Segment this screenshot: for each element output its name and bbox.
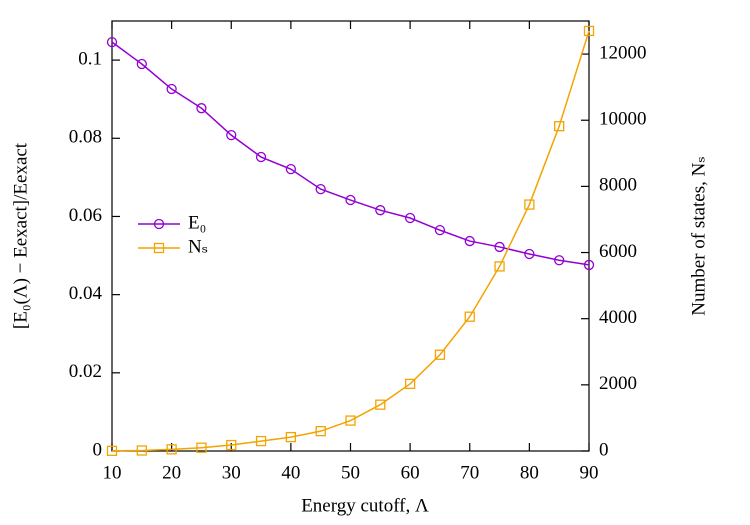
- marker: [196, 103, 207, 114]
- y2-tick-label: 4000: [599, 307, 637, 328]
- marker: [285, 431, 297, 443]
- marker: [166, 444, 177, 455]
- x-tick-label: 80: [520, 462, 539, 483]
- y-tick-label: 0: [93, 439, 103, 460]
- marker: [136, 58, 147, 70]
- marker: [494, 241, 505, 253]
- marker: [404, 378, 416, 390]
- marker: [375, 399, 386, 410]
- y-tick-label: 0.04: [69, 283, 103, 304]
- marker: [315, 183, 326, 195]
- legend-label: Nₛ: [188, 236, 208, 257]
- y-axis-label: [E₀(Λ) − Eexact]/Eexact: [10, 142, 31, 329]
- marker: [524, 248, 535, 260]
- y2-tick-label: 2000: [599, 373, 637, 394]
- marker: [404, 212, 416, 224]
- legend-marker: [153, 218, 165, 230]
- y2-tick-label: 10000: [599, 109, 647, 130]
- y2-axis-label: Number of states, Nₛ: [688, 156, 709, 315]
- marker: [226, 439, 237, 451]
- marker: [494, 261, 505, 272]
- marker: [554, 121, 565, 132]
- marker: [554, 255, 565, 266]
- x-tick-label: 50: [341, 462, 360, 483]
- marker: [345, 415, 356, 426]
- x-tick-label: 10: [103, 462, 122, 483]
- marker: [464, 311, 475, 322]
- plot-frame: [111, 20, 590, 452]
- x-tick-label: 60: [401, 462, 420, 483]
- marker: [583, 25, 595, 37]
- x-tick-label: 20: [162, 462, 181, 483]
- marker: [255, 435, 267, 447]
- marker: [196, 442, 207, 453]
- y-tick-label: 0.06: [69, 205, 102, 226]
- marker: [434, 349, 446, 360]
- marker: [285, 164, 297, 175]
- y2-tick-label: 8000: [599, 175, 637, 196]
- marker: [106, 36, 118, 48]
- y2-tick-label: 6000: [599, 241, 637, 262]
- x-tick-label: 70: [460, 462, 479, 483]
- marker: [166, 83, 177, 95]
- marker: [434, 224, 446, 236]
- marker: [255, 151, 267, 163]
- marker: [226, 129, 237, 141]
- marker: [583, 259, 595, 271]
- y-tick-label: 0.1: [78, 48, 102, 69]
- x-axis-label: Energy cutoff, Λ: [301, 495, 429, 516]
- series-line: [111, 30, 590, 452]
- x-tick-label: 40: [281, 462, 300, 483]
- marker: [315, 426, 326, 437]
- y2-tick-label: 0: [599, 439, 609, 460]
- y-tick-label: 0.08: [69, 127, 102, 148]
- legend-marker: [153, 242, 165, 254]
- marker: [524, 199, 535, 210]
- marker: [106, 445, 118, 456]
- y-tick-label: 0.02: [69, 361, 102, 382]
- marker: [136, 445, 147, 456]
- marker: [464, 235, 475, 247]
- marker: [375, 205, 386, 216]
- x-tick-label: 30: [222, 462, 241, 483]
- marker: [345, 194, 356, 206]
- series-line: [111, 41, 590, 266]
- legend-label: E₀: [188, 212, 206, 233]
- y2-tick-label: 12000: [599, 42, 647, 63]
- x-tick-label: 90: [580, 462, 599, 483]
